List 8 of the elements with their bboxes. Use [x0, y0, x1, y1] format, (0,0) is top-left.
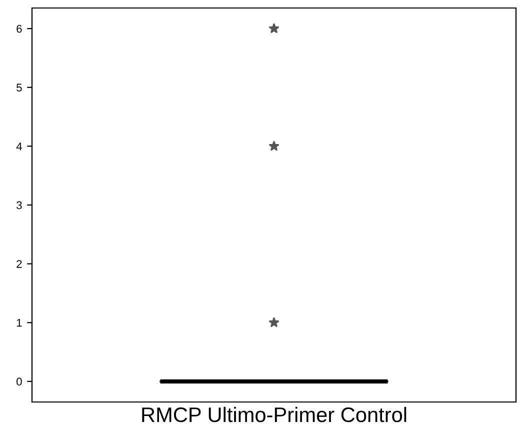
x-tick-label: RMCP Ultimo-Primer Control [142, 406, 406, 422]
y-tick-label: 6 [16, 24, 22, 33]
y-tick-label: 2 [16, 260, 22, 268]
y-tick-label: 4 [16, 142, 22, 150]
y-tick-label: 5 [16, 84, 22, 92]
y-tick-label: 1 [16, 318, 22, 327]
y-tick-label: 3 [16, 201, 22, 210]
y-tick-label: 0 [16, 378, 22, 386]
